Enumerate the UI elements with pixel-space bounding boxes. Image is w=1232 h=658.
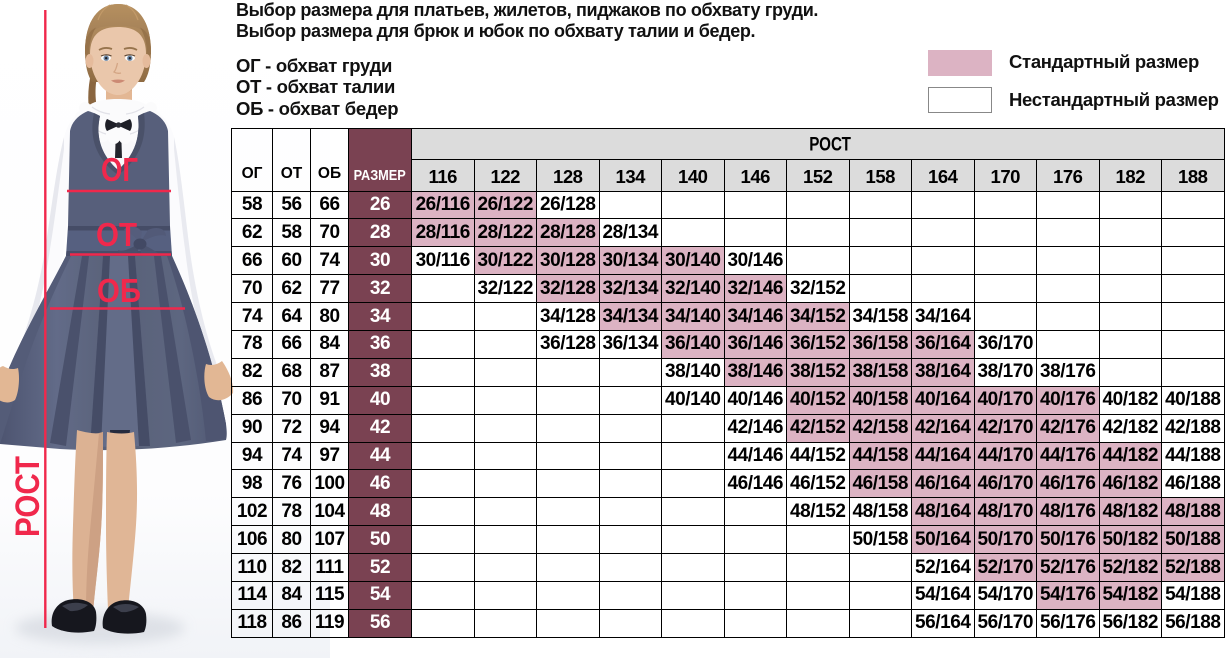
svg-text:ОБ: ОБ bbox=[97, 272, 141, 309]
svg-text:РОСТ: РОСТ bbox=[9, 456, 47, 537]
svg-text:ОТ: ОТ bbox=[96, 216, 137, 253]
svg-text:ОГ: ОГ bbox=[101, 151, 138, 188]
